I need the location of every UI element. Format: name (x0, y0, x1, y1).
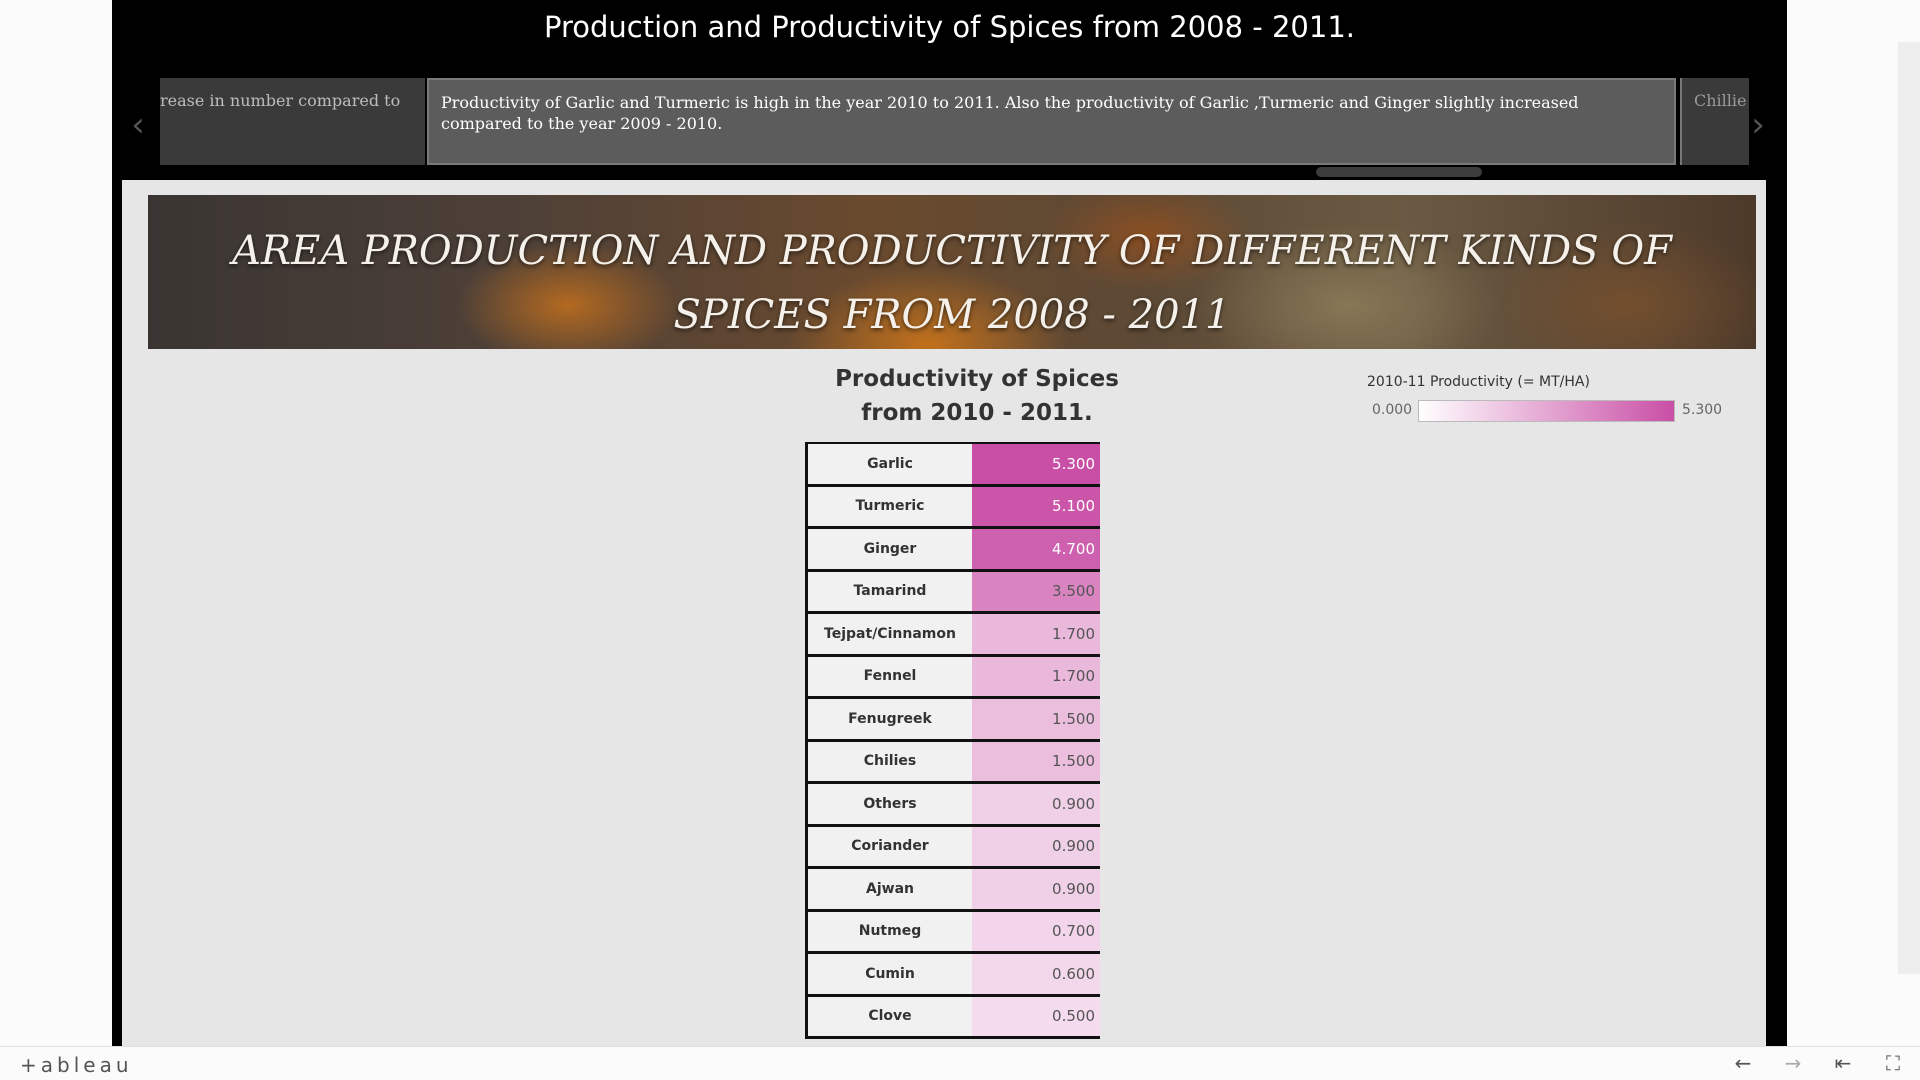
row-header: Turmeric (808, 486, 972, 529)
row-header: Others (808, 784, 972, 827)
table-row[interactable]: Chilies 1.500 (805, 741, 1117, 784)
table-row[interactable]: Others 0.900 (805, 784, 1117, 827)
row-header: Ginger (808, 529, 972, 572)
row-header: Chilies (808, 741, 972, 784)
revert-icon[interactable]: ⇤ (1834, 1051, 1852, 1075)
table-row[interactable]: Coriander 0.900 (805, 826, 1117, 869)
story-title: Production and Productivity of Spices fr… (543, 10, 1355, 44)
navigator-scrollbar[interactable] (1316, 167, 1482, 177)
row-header: Garlic (808, 444, 972, 487)
table-row[interactable]: Cumin 0.600 (805, 954, 1117, 997)
table-left-rule (805, 444, 808, 1039)
row-header: Cumin (808, 954, 972, 997)
table-row[interactable]: Clove 0.500 (805, 996, 1117, 1039)
story-container: Production and Productivity of Spices fr… (112, 0, 1787, 1046)
row-header: Fenugreek (808, 699, 972, 742)
chart-title: Productivity of Spices from 2010 - 2011. (835, 366, 1119, 426)
heat-cell[interactable]: 0.500 (972, 996, 1100, 1039)
table-row[interactable]: Ginger 4.700 (805, 529, 1117, 572)
heat-cell[interactable]: 1.700 (972, 614, 1100, 657)
table-row[interactable]: Ajwan 0.900 (805, 869, 1117, 912)
legend-color-ramp (1418, 400, 1675, 422)
heat-cell[interactable]: 0.900 (972, 869, 1100, 912)
banner-image: AREA PRODUCTION AND PRODUCTIVITY OF DIFF… (148, 195, 1756, 349)
heat-cell[interactable]: 5.300 (972, 444, 1100, 487)
heat-cell[interactable]: 0.700 (972, 911, 1100, 954)
heat-cell[interactable]: 0.900 (972, 826, 1100, 869)
chevron-left-icon[interactable]: ‹ (131, 105, 145, 145)
row-header: Clove (808, 996, 972, 1039)
heat-cell[interactable]: 3.500 (972, 571, 1100, 614)
productivity-heat-table: Garlic 5.300 Turmeric 5.100 Ginger 4.700 Tamar… (805, 442, 1117, 1039)
banner-title: AREA PRODUCTION AND PRODUCTIVITY OF DIFF… (232, 228, 1672, 338)
table-row[interactable]: Nutmeg 0.700 (805, 911, 1117, 954)
undo-icon[interactable]: ← (1734, 1051, 1752, 1075)
table-row[interactable]: Garlic 5.300 (805, 444, 1117, 487)
heat-cell[interactable]: 1.500 (972, 699, 1100, 742)
heat-cell[interactable]: 4.700 (972, 529, 1100, 572)
color-legend: 2010-11 Productivity (= MT/HA) 0.000 5.3… (1367, 374, 1766, 422)
story-point-navigator: rease in number compared to Productivity… (160, 78, 1749, 165)
story-point-caption-active[interactable]: Productivity of Garlic and Turmeric is h… (427, 78, 1676, 165)
heat-cell[interactable]: 1.700 (972, 656, 1100, 699)
page-scrollbar[interactable] (1898, 42, 1920, 974)
heat-cell[interactable]: 0.900 (972, 784, 1100, 827)
chevron-right-icon[interactable]: › (1751, 105, 1765, 145)
row-header: Coriander (808, 826, 972, 869)
row-header: Tamarind (808, 571, 972, 614)
tableau-logo: +ableau (20, 1053, 133, 1077)
story-point-caption[interactable]: rease in number compared to (160, 78, 425, 165)
table-top-rule (805, 442, 1100, 444)
tableau-footer: +ableau ← → ⇤ ⛶ (0, 1046, 1920, 1080)
legend-title: 2010-11 Productivity (= MT/HA) (1367, 374, 1590, 390)
legend-max-label: 5.300 (1682, 402, 1723, 418)
table-row[interactable]: Fennel 1.700 (805, 656, 1117, 699)
table-row[interactable]: Tejpat/Cinnamon 1.700 (805, 614, 1117, 657)
story-point-caption[interactable]: Chillie (1680, 78, 1749, 165)
heat-cell[interactable]: 5.100 (972, 486, 1100, 529)
heat-cell[interactable]: 1.500 (972, 741, 1100, 784)
row-header: Ajwan (808, 869, 972, 912)
row-header: Nutmeg (808, 911, 972, 954)
row-header: Fennel (808, 656, 972, 699)
dashboard: AREA PRODUCTION AND PRODUCTIVITY OF DIFF… (122, 180, 1766, 1046)
fullscreen-icon[interactable]: ⛶ (1886, 1051, 1900, 1075)
legend-min-label: 0.000 (1372, 402, 1413, 418)
table-row[interactable]: Turmeric 5.100 (805, 486, 1117, 529)
heat-cell[interactable]: 0.600 (972, 954, 1100, 997)
table-row[interactable]: Tamarind 3.500 (805, 571, 1117, 614)
table-row[interactable]: Fenugreek 1.500 (805, 699, 1117, 742)
redo-icon[interactable]: → (1784, 1051, 1802, 1075)
row-header: Tejpat/Cinnamon (808, 614, 972, 657)
